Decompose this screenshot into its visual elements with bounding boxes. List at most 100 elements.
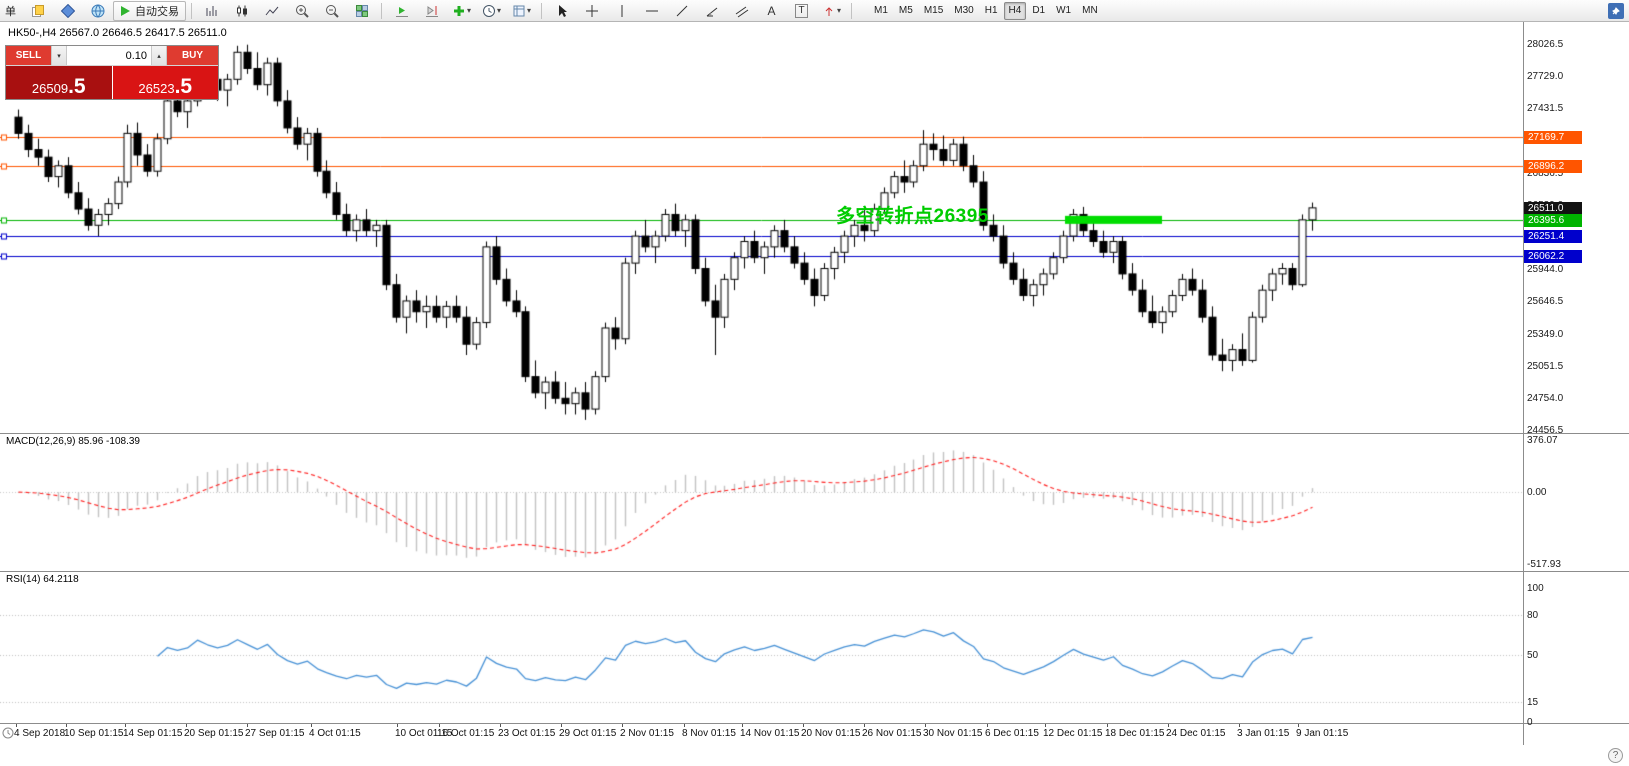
templates-button[interactable]: ▾ [507, 1, 536, 21]
time-axis-tick [561, 724, 562, 727]
candlestick-chart-button[interactable] [227, 1, 256, 21]
volume-dropdown-button[interactable]: ▾ [51, 46, 67, 65]
macd-pane-canvas[interactable] [0, 434, 1523, 571]
indicators-button[interactable]: ▾ [447, 1, 476, 21]
time-axis-label: 14 Sep 01:15 [123, 728, 183, 739]
rsi-axis-label: 50 [1527, 650, 1539, 661]
price-axis-label: 24754.0 [1527, 393, 1564, 404]
buy-price-display[interactable]: 26523 .5 [112, 66, 218, 99]
buy-button[interactable]: BUY [167, 46, 218, 65]
market-watch-button[interactable] [83, 1, 112, 21]
chart-shift-button[interactable] [417, 1, 446, 21]
auto-trading-label: 自动交易 [135, 5, 179, 18]
arrows-tool-button[interactable]: ▾ [817, 1, 846, 21]
volume-stepper-up-button[interactable]: ▴ [151, 46, 167, 65]
price-axis-label: 28026.5 [1527, 39, 1564, 50]
time-axis-tick [864, 724, 865, 727]
price-axis-label: 26836.5 [1527, 168, 1564, 179]
globe-icon [91, 4, 104, 17]
horizontal-line-tool-button[interactable] [637, 1, 666, 21]
time-axis-label: 6 Dec 01:15 [985, 728, 1039, 739]
rsi-axis-label: 100 [1527, 583, 1544, 594]
macd-axis-label: -517.93 [1527, 559, 1561, 570]
tile-windows-button[interactable] [347, 1, 376, 21]
price-axis-label: 25349.0 [1527, 329, 1564, 340]
price-tag: 27169.7 [1524, 131, 1582, 144]
rsi-pane-canvas[interactable] [0, 572, 1523, 723]
bar-chart-button[interactable] [197, 1, 226, 21]
text-label-tool-button[interactable]: T [787, 1, 816, 21]
time-axis-tick [1298, 724, 1299, 727]
trendline-tool-button[interactable] [667, 1, 696, 21]
metaeditor-button[interactable] [53, 1, 82, 21]
time-axis-label: 26 Nov 01:15 [862, 728, 922, 739]
timeframe-m15-button[interactable]: M15 [923, 5, 944, 16]
sell-button[interactable]: SELL [6, 46, 51, 65]
time-axis-tick [186, 724, 187, 727]
chart-shift-icon [425, 5, 438, 17]
timeframe-m30-button[interactable]: M30 [954, 5, 974, 16]
rsi-axis-label: 0 [1527, 717, 1533, 728]
chart-ohlc-title: HK50-,H4 26567.0 26646.5 26417.5 26511.0 [8, 27, 227, 39]
timeframe-h1-button[interactable]: H1 [984, 5, 998, 16]
time-axis-tick [803, 724, 804, 727]
sell-price-main: 26509 [31, 81, 69, 96]
rsi-axis-label: 15 [1527, 697, 1539, 708]
time-axis-tick [1045, 724, 1046, 727]
zoom-out-icon [325, 4, 339, 18]
text-tool-icon: A [767, 3, 776, 18]
new-order-icon [31, 4, 44, 17]
price-chart-canvas[interactable] [0, 22, 1523, 433]
auto-scroll-icon [395, 6, 408, 17]
toolbar: 单 自动交易 [0, 0, 1629, 22]
auto-trading-button[interactable]: 自动交易 [113, 0, 186, 21]
crosshair-tool-button[interactable] [577, 1, 606, 21]
time-axis-label: 4 Oct 01:15 [309, 728, 361, 739]
cursor-tool-button[interactable] [547, 1, 576, 21]
price-tag: 26395.6 [1524, 214, 1582, 227]
timeframe-group: M1 M5 M15 M30 H1 H4 D1 W1 MN [869, 1, 1103, 20]
timeframe-m1-button[interactable]: M1 [874, 5, 888, 16]
periods-button[interactable]: ▾ [477, 1, 506, 21]
macd-rsi-pane-separator[interactable] [0, 571, 1629, 572]
help-icon[interactable]: ? [1608, 748, 1623, 763]
channel-tool-button[interactable] [727, 1, 756, 21]
vertical-line-tool-button[interactable] [607, 1, 636, 21]
time-axis-tick [925, 724, 926, 727]
indicators-plus-icon [453, 5, 464, 16]
volume-input[interactable]: 0.10 [67, 46, 151, 65]
price-tag: 26896.2 [1524, 160, 1582, 173]
line-chart-button[interactable] [257, 1, 286, 21]
time-axis-tick [247, 724, 248, 727]
time-axis-label: 14 Nov 01:15 [740, 728, 800, 739]
chevron-down-icon: ▾ [466, 5, 471, 15]
buy-price-main: 26523 [138, 81, 175, 96]
time-axis-tick [622, 724, 623, 727]
timeframe-w1-button[interactable]: W1 [1056, 5, 1072, 16]
time-axis-label: 27 Sep 01:15 [245, 728, 305, 739]
time-axis-label: 10 Sep 01:15 [64, 728, 124, 739]
chevron-down-icon: ▾ [496, 5, 501, 15]
new-order-button[interactable] [23, 1, 52, 21]
price-axis-label: 25944.0 [1527, 264, 1564, 275]
zoom-out-button[interactable] [317, 1, 346, 21]
clock-icon [482, 4, 495, 17]
trend-angle-tool-button[interactable] [697, 1, 726, 21]
docked-panel-pin-button[interactable] [1608, 2, 1624, 19]
timeframe-h4-button[interactable]: H4 [1003, 1, 1027, 20]
text-label-icon: T [795, 3, 808, 18]
auto-scroll-button[interactable] [387, 1, 416, 21]
zoom-in-button[interactable] [287, 1, 316, 21]
price-axis-label: 27729.0 [1527, 71, 1564, 82]
timeframe-m5-button[interactable]: M5 [898, 5, 913, 16]
time-axis-tick [1107, 724, 1108, 727]
sell-price-display[interactable]: 26509 .5 [6, 66, 113, 99]
price-macd-pane-separator[interactable] [0, 433, 1629, 434]
time-axis-tick [684, 724, 685, 727]
text-tool-button[interactable]: A [757, 1, 786, 21]
time-axis-label: 20 Nov 01:15 [801, 728, 861, 739]
timeframe-d1-button[interactable]: D1 [1032, 5, 1046, 16]
menu-text[interactable]: 单 [5, 5, 16, 18]
timeframe-mn-button[interactable]: MN [1082, 5, 1098, 16]
play-icon [121, 5, 130, 16]
